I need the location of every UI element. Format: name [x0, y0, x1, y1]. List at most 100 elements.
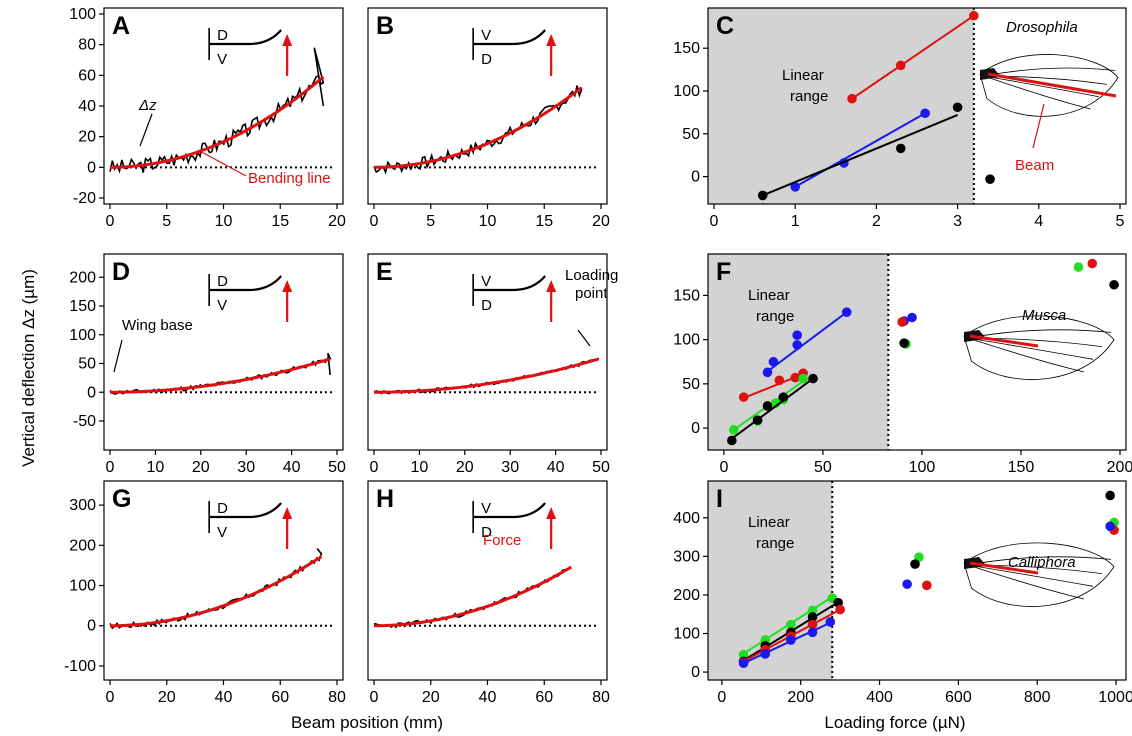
y-tick-label: 20 — [78, 129, 96, 146]
y-tick-label: 100 — [69, 327, 96, 344]
y-tick-label: 50 — [78, 356, 96, 373]
linear-range-region — [708, 254, 889, 450]
y-tick-label: 300 — [69, 497, 96, 514]
panel-letter: G — [112, 485, 131, 513]
x-tick-label: 0 — [106, 459, 115, 476]
plot-frame — [707, 253, 1127, 451]
y-tick-label: 0 — [691, 169, 700, 186]
wing-vein — [983, 75, 1091, 110]
x-tick-label: 30 — [501, 459, 519, 476]
inset-bottom-label: V — [217, 524, 227, 541]
x-tick-label: 0 — [370, 213, 379, 230]
data-point-blue — [762, 367, 773, 378]
x-axis-label-force: Loading force (µN) — [824, 713, 965, 732]
data-point-blue — [738, 658, 749, 669]
measured-curve — [373, 566, 572, 629]
linear-range-label-1: Linear — [748, 514, 790, 531]
wing-vein — [967, 337, 1085, 373]
x-tick-label: 2 — [872, 213, 881, 230]
y-tick-label: 100 — [673, 83, 700, 100]
x-tick-label: 60 — [271, 689, 289, 706]
y-tick-label: 300 — [673, 548, 700, 565]
inset-bottom-label: D — [481, 51, 492, 68]
wing-vein — [967, 329, 1112, 339]
x-tick-label: 5 — [426, 213, 435, 230]
fit-line-blue — [794, 112, 926, 188]
inset-beam — [209, 275, 282, 292]
beam-marker — [969, 561, 1039, 575]
panel-letter: B — [376, 12, 394, 40]
x-tick-label: 3 — [953, 213, 962, 230]
wing-vein — [967, 564, 1085, 600]
data-point-blue — [790, 182, 800, 192]
linear-range-label-2: range — [790, 88, 828, 105]
data-point-red — [835, 604, 845, 615]
inset-bottom-label: D — [481, 297, 492, 314]
calliphora-wing — [963, 542, 1115, 607]
x-tick-label: 20 — [192, 459, 210, 476]
data-point-black — [1105, 490, 1115, 501]
y-tick-label: 100 — [673, 626, 700, 643]
panel-f: 0 50 100 150 200 0 50 100 150 F Linear range Musca — [673, 253, 1132, 476]
x-tick-label: 10 — [147, 459, 165, 476]
panel-letter: H — [376, 485, 394, 513]
bending-line-fit — [109, 75, 325, 169]
measured-curve — [109, 47, 325, 174]
y-tick-label: 100 — [69, 6, 96, 23]
delta-z-label: Δz — [138, 97, 157, 114]
linear-range-label-1: Linear — [748, 287, 790, 304]
panel-c: 0 1 2 3 4 5050100150CLinearrangeBeamDrosophil… — [673, 7, 1127, 230]
y-tick-label: 150 — [673, 287, 700, 304]
species-label: Drosophila — [1006, 19, 1078, 36]
x-tick-label: 4 — [1034, 213, 1043, 230]
data-point-blue — [807, 627, 818, 638]
x-tick-label: 1 — [791, 213, 800, 230]
linear-range-label-1: Linear — [782, 67, 824, 84]
inset-bottom-label: D — [481, 524, 492, 541]
inset-force-arrowhead — [546, 280, 557, 292]
data-point-blue — [786, 635, 796, 645]
bending-line-fit — [109, 357, 331, 394]
bending-line-pointer — [197, 149, 247, 177]
x-tick-label: 0 — [106, 213, 115, 230]
inset-bottom-label: V — [217, 51, 227, 68]
x-tick-label: 20 — [158, 689, 176, 706]
y-tick-label: 0 — [87, 159, 96, 176]
data-point-black — [899, 338, 909, 348]
x-tick-label: 10 — [479, 213, 497, 230]
data-point-red — [790, 372, 800, 383]
beam-marker — [969, 334, 1039, 348]
panel-e: 0 10 20 30 40 50 E VD — [367, 253, 610, 476]
measured-curve — [109, 352, 332, 395]
loading-point-pointer — [577, 329, 591, 347]
y-tick-label: 0 — [87, 384, 96, 401]
force-label: Force — [483, 532, 521, 549]
plot-frame — [103, 253, 344, 451]
inset-top-label: V — [481, 273, 491, 290]
bending-line-fit — [373, 357, 600, 394]
wing-vein — [967, 337, 1094, 360]
beam-label: Beam — [1015, 157, 1054, 174]
data-point-black — [952, 102, 963, 113]
y-tick-label: 0 — [87, 618, 96, 635]
x-tick-label: 20 — [456, 459, 474, 476]
data-point-blue — [760, 649, 771, 659]
x-tick-label: 50 — [814, 459, 832, 476]
y-tick-label: 50 — [682, 376, 700, 393]
panel-i: 0 200 400 600 800 1000 0 100 200 300 400 I Linear ran… — [673, 480, 1132, 706]
linear-range-region — [708, 8, 974, 204]
inset-force-arrowhead — [282, 507, 293, 519]
y-tick-label: 100 — [69, 578, 96, 595]
inset-force-arrowhead — [282, 34, 293, 46]
data-point-red — [1087, 258, 1098, 269]
data-point-black — [985, 174, 995, 184]
wing-base-label: Wing base — [122, 317, 193, 334]
bending-line-fit — [373, 565, 572, 628]
inset-beam — [473, 275, 546, 292]
y-tick-label: 0 — [691, 420, 700, 437]
wing-vein — [983, 75, 1099, 98]
linear-range-label-2: range — [756, 308, 794, 325]
beam-pointer — [1032, 103, 1045, 149]
